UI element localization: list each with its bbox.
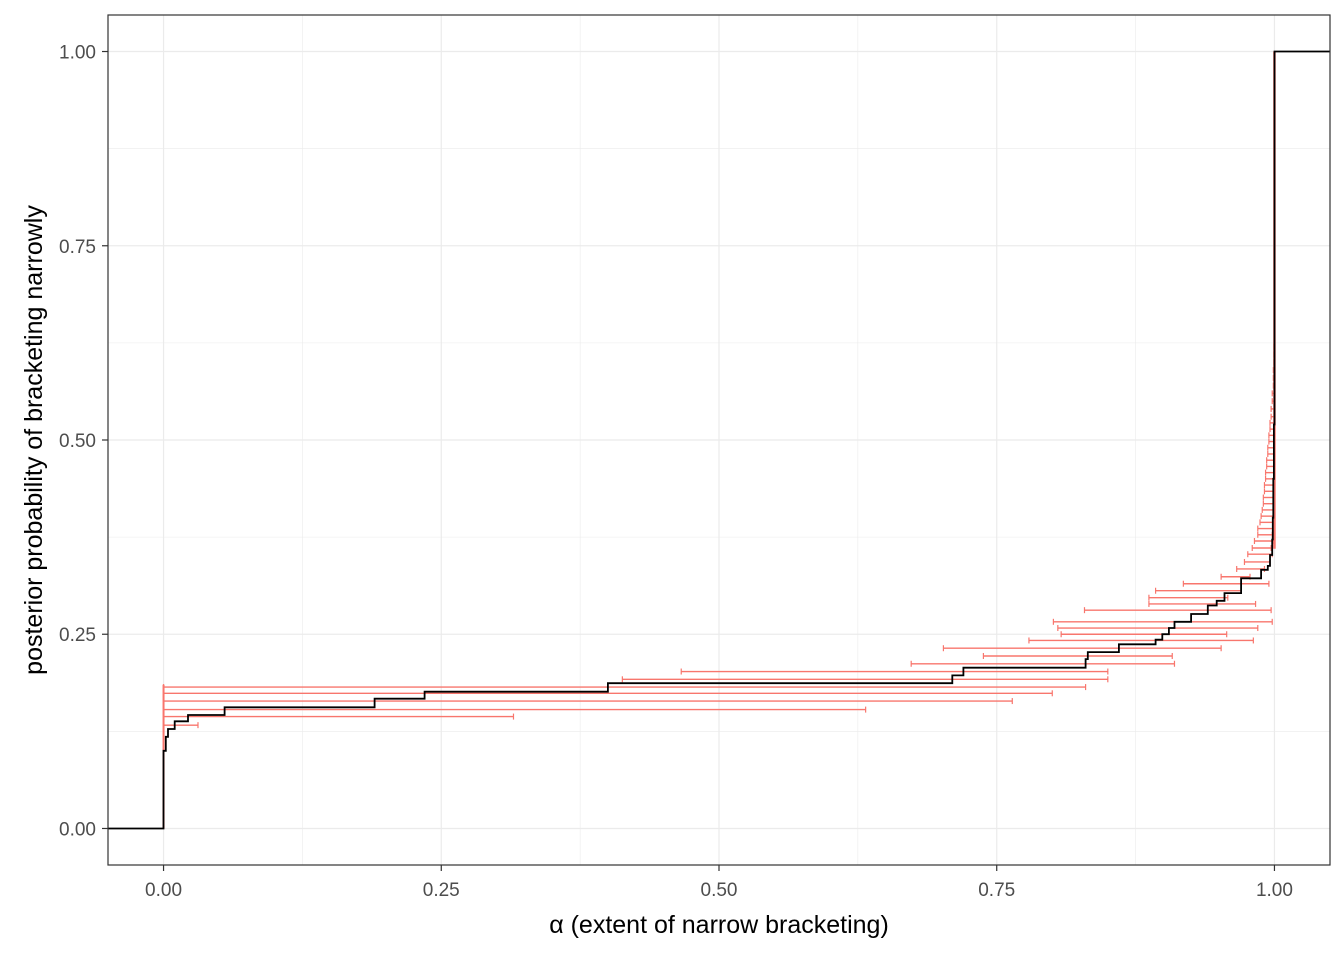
step-line-group (108, 50, 1330, 830)
y-tick-label: 0.50 (59, 431, 96, 452)
y-axis: 0.00 0.25 0.50 0.75 1.00 (59, 43, 108, 840)
x-axis: 0.00 0.25 0.50 0.75 1.00 (145, 865, 1293, 901)
y-tick-label: 0.25 (59, 625, 96, 646)
y-tick-label: 0.75 (59, 237, 96, 258)
y-tick-label: 1.00 (59, 43, 96, 64)
x-tick-label: 0.00 (145, 880, 182, 901)
step-line (108, 50, 1330, 830)
x-tick-label: 1.00 (1256, 880, 1293, 901)
grid-major (108, 15, 1330, 865)
y-axis-title: posterior probability of bracketing narr… (20, 205, 48, 675)
x-tick-label: 0.50 (701, 880, 738, 901)
x-tick-label: 0.75 (978, 880, 1015, 901)
x-tick-label: 0.25 (423, 880, 460, 901)
y-tick-label: 0.00 (59, 819, 96, 840)
x-axis-title: α (extent of narrow bracketing) (549, 911, 889, 939)
